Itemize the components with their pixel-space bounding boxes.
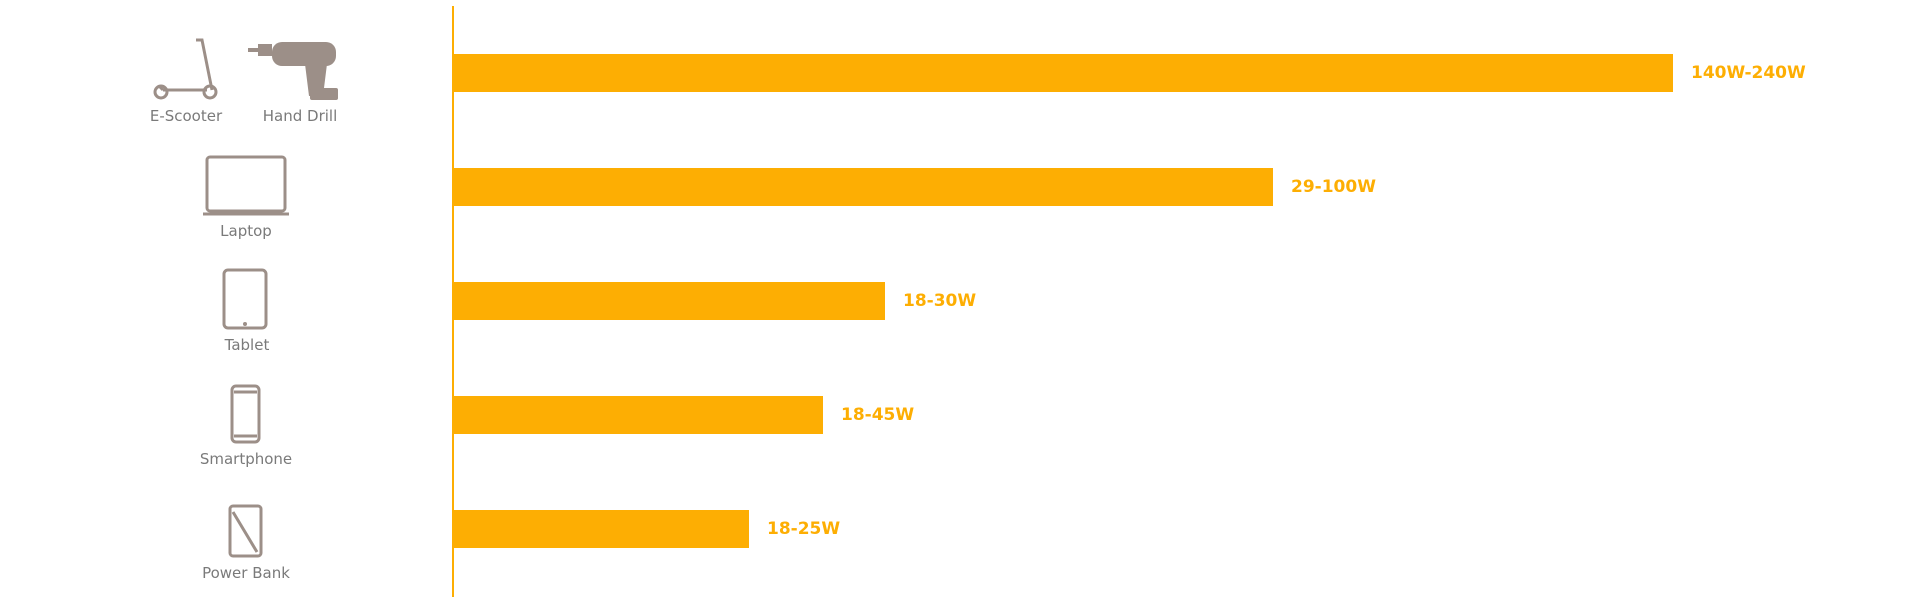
device-label: Laptop bbox=[220, 222, 272, 240]
bar bbox=[453, 282, 885, 320]
laptop-icon bbox=[203, 155, 289, 216]
tablet-icon bbox=[222, 268, 268, 330]
device-label: Smartphone bbox=[200, 450, 292, 468]
device-label: E-Scooter bbox=[150, 107, 223, 125]
bar bbox=[453, 168, 1273, 206]
device-label: Tablet bbox=[224, 336, 270, 354]
bar bbox=[453, 54, 1673, 92]
value-label: 140W-240W bbox=[1691, 63, 1806, 83]
value-label: 18-25W bbox=[767, 519, 840, 539]
power-bank-icon bbox=[228, 504, 263, 558]
value-label: 29-100W bbox=[1291, 177, 1376, 197]
device-label: Hand Drill bbox=[263, 107, 338, 125]
device-label: Power Bank bbox=[202, 564, 290, 582]
value-label: 18-30W bbox=[903, 291, 976, 311]
bar bbox=[453, 396, 823, 434]
value-label: 18-45W bbox=[841, 405, 914, 425]
smartphone-icon bbox=[230, 384, 261, 444]
escooter-icon bbox=[153, 38, 218, 100]
drill-icon bbox=[248, 42, 338, 100]
bar bbox=[453, 510, 749, 548]
